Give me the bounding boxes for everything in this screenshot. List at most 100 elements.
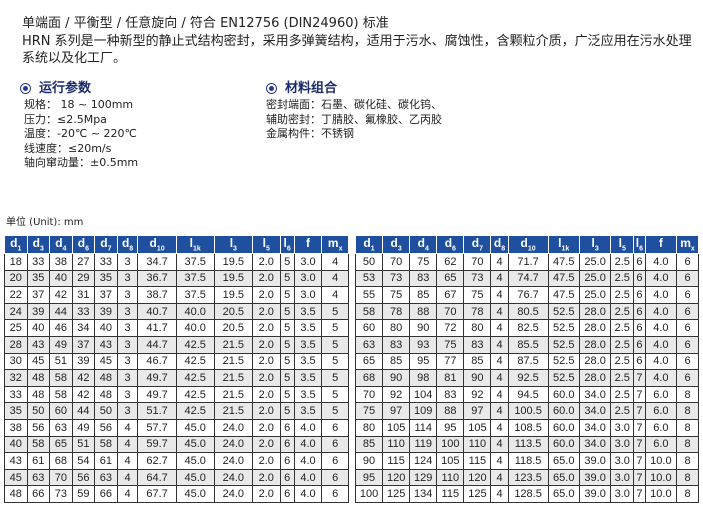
- table-cell: 75: [382, 286, 411, 304]
- table-cell: 33: [4, 385, 28, 404]
- table-cell: 77: [436, 352, 465, 371]
- table-cell: 52.5: [547, 319, 580, 337]
- materials-list: 密封端面：石墨、碳化硅、碳化钨、 辅助密封：丁腈胶、氟橡胶、乙丙胶 金属构件：不…: [266, 98, 442, 142]
- table-cell: 75: [463, 286, 492, 304]
- table-cell: 24: [4, 302, 28, 321]
- table-cell: 30: [4, 352, 28, 371]
- table-cell: 19.5: [213, 269, 253, 288]
- column-header: l3: [578, 235, 612, 254]
- table-cell: 39: [26, 302, 51, 321]
- table-cell: 3: [116, 302, 139, 321]
- table-cell: 120: [463, 468, 492, 487]
- table-cell: 37: [94, 286, 118, 304]
- table-cell: 54: [71, 452, 96, 470]
- table-cell: 39.0: [578, 468, 612, 487]
- table-row: 33 48 58 42 48 3 49.7 42.5 21.5 2.0 5 3.5 5: [4, 385, 349, 404]
- header-row: d1 d3 d4 d6 d7 d8 d10 l1k l3 l5 l6 f mx: [354, 235, 699, 254]
- table-cell: 58: [94, 435, 118, 454]
- table-cell: 2.5: [610, 302, 635, 321]
- table-cell: 21.5: [213, 335, 253, 354]
- table-cell: 60.0: [547, 402, 580, 420]
- table-cell: 6: [676, 269, 699, 288]
- header-subscript: x: [690, 245, 695, 253]
- header-subscript: 4: [62, 245, 67, 253]
- table-cell: 65: [354, 352, 384, 371]
- header-symbol: f: [658, 236, 663, 251]
- header-subscript: 1k: [192, 245, 201, 253]
- table-cell: 67.7: [137, 485, 177, 503]
- table-cell: 42: [49, 286, 73, 304]
- table-cell: 2.5: [610, 253, 635, 271]
- param-size: 规格： 18 ~ 100mm: [24, 98, 134, 111]
- table-cell: 49.7: [137, 369, 177, 387]
- table-cell: 4.0: [644, 319, 678, 337]
- table-cell: 5: [279, 286, 295, 304]
- table-cell: 65.0: [547, 468, 580, 487]
- table-cell: 83: [409, 269, 438, 288]
- header-subscript: 8: [501, 245, 506, 253]
- table-cell: 19.5: [213, 253, 253, 271]
- table-cell: 2.0: [251, 468, 281, 487]
- table-cell: 4: [490, 319, 509, 337]
- table-cell: 25.0: [578, 269, 612, 288]
- table-cell: 58: [49, 369, 73, 387]
- table-cell: 4.0: [293, 468, 323, 487]
- table-cell: 39.0: [578, 452, 612, 470]
- table-cell: 6: [633, 335, 646, 354]
- operating-title: 运行参数: [39, 81, 92, 96]
- table-row: 68 90 98 81 90 4 92.5 52.5 28.0 2.5 7 4.0 6: [354, 369, 699, 387]
- table-cell: 46: [49, 319, 73, 337]
- table-cell: 105: [463, 418, 492, 437]
- table-cell: 82.5: [507, 319, 549, 337]
- table-cell: 4: [321, 286, 349, 304]
- column-header: l1k: [175, 235, 215, 254]
- table-cell: 62: [436, 253, 465, 271]
- header-symbol: d: [444, 236, 453, 251]
- table-cell: 6: [633, 302, 646, 321]
- table-cell: 2.0: [251, 352, 281, 371]
- table-cell: 58: [49, 385, 73, 404]
- table-cell: 7: [633, 418, 646, 437]
- table-cell: 56: [94, 418, 118, 437]
- table-cell: 73: [49, 485, 73, 503]
- table-cell: 113.5: [507, 435, 549, 454]
- table-cell: 63: [49, 418, 73, 437]
- table-row: 24 39 44 33 39 3 40.7 40.0 20.5 2.0 5 3.5 5: [4, 302, 349, 321]
- table-cell: 125: [463, 485, 492, 503]
- param-pressure: 压力：≤2.5Mpa: [24, 112, 107, 126]
- table-cell: 38: [49, 253, 73, 271]
- table-row: 63 83 93 75 83 4 85.5 52.5 28.0 2.5 6 4.0 6: [354, 335, 699, 354]
- table-cell: 124: [409, 452, 438, 470]
- table-row: 25 40 46 34 40 3 41.7 40.0 20.5 2.0 5 3.5 5: [4, 319, 349, 337]
- table-cell: 6: [279, 468, 295, 487]
- table-cell: 42.5: [175, 369, 215, 387]
- table-cell: 4.0: [644, 352, 678, 371]
- table-cell: 3.5: [293, 302, 323, 321]
- table-cell: 88: [436, 402, 465, 420]
- table-cell: 52.5: [547, 302, 580, 321]
- table-cell: 78: [463, 302, 492, 321]
- table-cell: 29: [71, 269, 96, 288]
- table-cell: 92: [382, 385, 411, 404]
- table-cell: 5: [321, 319, 349, 337]
- table-cell: 80: [382, 319, 411, 337]
- table-cell: 34.7: [137, 253, 177, 271]
- table-cell: 39.0: [578, 485, 612, 503]
- table-cell: 8: [676, 402, 699, 420]
- table-cell: 44: [49, 302, 73, 321]
- header-subscript: 3: [40, 245, 44, 253]
- table-cell: 47.5: [547, 286, 580, 304]
- table-cell: 90: [409, 319, 438, 337]
- table-cell: 48: [26, 385, 51, 404]
- table-cell: 40: [94, 319, 118, 337]
- table-cell: 40.0: [175, 302, 215, 321]
- table-cell: 59: [71, 485, 96, 503]
- table-cell: 8: [676, 418, 699, 437]
- column-header: d3: [382, 235, 411, 254]
- table-cell: 3: [116, 402, 139, 420]
- table-row: 38 56 63 49 56 4 57.7 45.0 24.0 2.0 6 4.0 6: [4, 418, 349, 437]
- table-cell: 5: [321, 385, 349, 404]
- table-cell: 6: [279, 485, 295, 503]
- header-symbol: l: [558, 236, 562, 251]
- table-cell: 5: [321, 369, 349, 387]
